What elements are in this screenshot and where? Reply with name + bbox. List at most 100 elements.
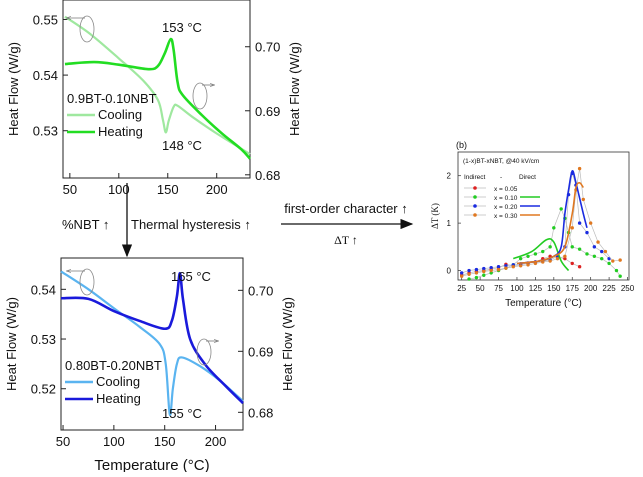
indirect-data-point (548, 259, 552, 263)
axis-indicator-ellipse (196, 338, 212, 366)
y-right-tick-label: 0.69 (255, 104, 280, 119)
series-line-cooling (64, 15, 251, 156)
indirect-data-point (600, 249, 604, 254)
y-left-tick-label: 0.54 (33, 68, 58, 83)
direct-line (512, 238, 570, 272)
indirect-data-point (611, 259, 615, 263)
y-right-tick-label: 0.70 (248, 283, 273, 298)
dsc-chart-0.10nbt: 50 100 150 200 0.55 0.54 0.53 0.70 0.69 0.68 Heat … (6, 0, 302, 197)
legend-label: x = 0.05 (494, 186, 518, 193)
y-left-axis-label: Heat Flow (W/g) (6, 42, 21, 136)
x-tick-label: 50 (476, 284, 485, 293)
indirect-data-point (600, 256, 604, 261)
legend-label: x = 0.30 (494, 213, 518, 220)
indirect-data-point (577, 166, 582, 171)
indirect-data-point (489, 265, 493, 270)
peak-annotation: 148 °C (162, 138, 202, 153)
panel-label: (b) (456, 140, 467, 150)
series-line-cooling (60, 270, 244, 417)
y-left-tick-label: 0.53 (31, 332, 56, 347)
indirect-data-point (496, 265, 501, 269)
y-axis-label: ΔT (K) (430, 203, 440, 229)
y-right-tick-label: 0.68 (255, 168, 280, 183)
indirect-data-point (618, 274, 622, 278)
y-left-axis-label: Heat Flow (W/g) (4, 297, 19, 391)
y-left-tick-label: 0.55 (33, 12, 58, 27)
x-tick-label: 150 (154, 434, 176, 449)
indirect-data-point (489, 271, 493, 275)
indirect-data-point (577, 265, 582, 269)
indirect-data-point (588, 221, 593, 225)
y-left-tick-label: 0.53 (33, 124, 58, 139)
axis-indicator-ellipse (79, 268, 95, 296)
direct-line (516, 182, 584, 265)
x-tick-label: 25 (457, 284, 466, 293)
plot-frame (62, 0, 251, 179)
legend-header: Indirect (464, 174, 486, 181)
indirect-data-point (541, 249, 545, 254)
x-tick-label: 75 (494, 284, 503, 293)
indirect-data-point (552, 226, 556, 230)
legend-label: Heating (98, 124, 143, 139)
indirect-data-point (496, 267, 501, 272)
x-tick-label: 225 (602, 284, 616, 293)
indirect-data-point (563, 254, 567, 258)
legend-header: Direct (519, 174, 536, 181)
y-tick-label: 2 (447, 172, 452, 181)
x-tick-label: 100 (510, 284, 524, 293)
legend-title: 0.9BT-0.10NBT (67, 91, 157, 106)
indirect-data-point (467, 277, 471, 281)
indirect-data-point (504, 266, 508, 270)
x-tick-label: 100 (103, 434, 125, 449)
indirect-data-point (592, 254, 597, 258)
axis-indicator-ellipse (192, 82, 208, 110)
legend-indirect-marker (473, 195, 477, 199)
indirect-data-point (533, 252, 538, 256)
indirect-data-point (459, 274, 464, 278)
legend-label: Heating (96, 391, 141, 406)
dsc-chart-0.20nbt: 50 100 150 200 0.54 0.53 0.52 0.70 0.69 0.68 Heat … (4, 257, 295, 474)
indirect-data-point (596, 240, 600, 244)
indirect-data-point (548, 245, 552, 249)
indirect-data-point (467, 268, 471, 273)
indirect-data-point (603, 249, 608, 254)
indirect-data-point (577, 221, 582, 225)
x-tick-label: 200 (205, 434, 227, 449)
peak-annotation: 165 °C (171, 269, 211, 284)
first-order-label: first-order character ↑ (284, 201, 408, 216)
indirect-data-point (518, 264, 523, 268)
legend-indirect-marker (473, 213, 477, 217)
y-left-tick-label: 0.54 (31, 282, 56, 297)
y-right-tick-label: 0.68 (248, 405, 273, 420)
indirect-data-point (511, 265, 515, 269)
indirect-data-point (526, 263, 530, 267)
indirect-data-point (474, 267, 479, 272)
x-axis-label: Temperature (°C) (94, 457, 209, 472)
delta-t-label: ΔT ↑ (334, 233, 358, 247)
x-tick-label: 50 (56, 434, 70, 449)
x-tick-label: 175 (566, 284, 580, 293)
x-tick-label: 200 (206, 182, 228, 197)
indirect-data-point (459, 271, 464, 275)
legend-indirect-marker (473, 186, 477, 190)
y-right-tick-label: 0.70 (255, 40, 280, 55)
y-right-axis-label: Heat Flow (W/g) (287, 42, 302, 136)
indirect-data-point (489, 268, 493, 273)
legend-label: Cooling (98, 107, 142, 122)
legend-title: 0.80BT-0.20NBT (65, 358, 162, 373)
chart-title: (1-x)BT-xNBT, @40 kV/cm (463, 158, 539, 165)
legend-label: x = 0.10 (494, 195, 518, 202)
x-tick-label: 125 (529, 284, 543, 293)
nbt-label: %NBT ↑ (62, 217, 109, 232)
y-left-tick-label: 0.52 (31, 382, 56, 397)
indirect-data-point (533, 261, 538, 266)
legend-label: Cooling (96, 374, 140, 389)
x-tick-label: 100 (108, 182, 130, 197)
indirect-data-point (482, 273, 486, 277)
indirect-data-point (614, 268, 619, 273)
indirect-data-point (482, 266, 486, 271)
hysteresis-label: Thermal hysteresis ↑ (131, 217, 251, 232)
plot-frame (60, 257, 244, 431)
indirect-data-point (559, 207, 563, 211)
indirect-data-point (563, 256, 567, 261)
